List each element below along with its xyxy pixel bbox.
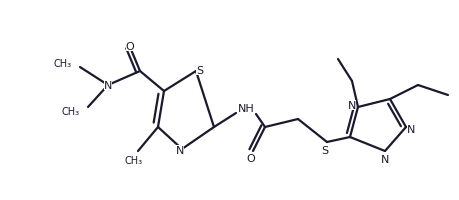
Text: N: N bbox=[381, 154, 389, 164]
Text: N: N bbox=[176, 145, 184, 155]
Text: N: N bbox=[104, 81, 112, 91]
Text: S: S bbox=[196, 66, 203, 76]
Text: N: N bbox=[348, 100, 356, 110]
Text: CH₃: CH₃ bbox=[54, 59, 72, 69]
Text: N: N bbox=[407, 124, 415, 134]
Text: O: O bbox=[126, 42, 134, 52]
Text: CH₃: CH₃ bbox=[62, 106, 80, 116]
Text: CH₃: CH₃ bbox=[125, 155, 143, 165]
Text: NH: NH bbox=[238, 103, 254, 113]
Text: S: S bbox=[321, 145, 329, 155]
Text: O: O bbox=[246, 153, 255, 163]
